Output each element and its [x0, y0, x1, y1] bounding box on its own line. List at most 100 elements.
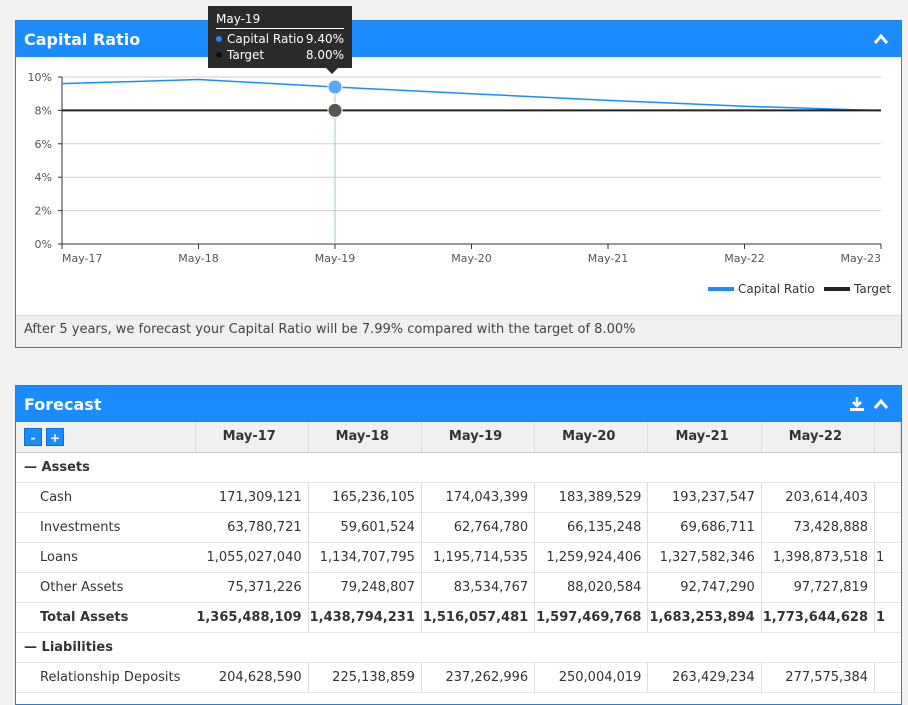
- table-row: Cash 171,309,121 165,236,105 174,043,399…: [16, 482, 901, 513]
- column-header: May-19: [421, 422, 536, 453]
- table-cell-overflow: [874, 572, 901, 603]
- x-tick-label: May-21: [588, 252, 629, 265]
- capital-ratio-chart: 0% 2% 4% 6% 8% 10% May-17 May-18 May-19 May-20 May…: [16, 57, 901, 315]
- y-tick-label: 6%: [35, 138, 52, 151]
- tooltip-series-value: 9.40%: [305, 32, 344, 46]
- legend-label: Capital Ratio: [738, 282, 815, 296]
- capital-ratio-panel: Capital Ratio 0% 2% 4% 6% 8% 10% May-17 May-18 M…: [15, 20, 902, 348]
- table-row: Other Assets 75,371,226 79,248,807 83,53…: [16, 572, 901, 603]
- table-cell: 174,043,399: [421, 482, 536, 513]
- column-header: May-22: [761, 422, 876, 453]
- forecast-table: - + May-17 May-18 May-19 May-20 May-21 Ma…: [16, 422, 901, 693]
- table-cell: 183,389,529: [534, 482, 649, 513]
- row-label: Relationship Deposits: [16, 662, 196, 693]
- table-cell: 66,135,248: [534, 512, 649, 543]
- x-tick-label: May-17: [62, 252, 103, 265]
- highlight-point-target: [327, 102, 343, 118]
- forecast-panel: Forecast - + May-17 May-18 May-19 May-20 …: [15, 385, 902, 705]
- section-toggle[interactable]: — Liabilities: [16, 632, 901, 663]
- table-cell: 88,020,584: [534, 572, 649, 603]
- table-row-total: Total Assets 1,365,488,109 1,438,794,231…: [16, 602, 901, 633]
- table-cell: 225,138,859: [308, 662, 422, 693]
- forecast-title: Forecast: [24, 394, 102, 414]
- column-header: May-18: [308, 422, 422, 453]
- table-cell: 1,516,057,481: [421, 602, 536, 633]
- collapse-minus-icon[interactable]: —: [24, 459, 37, 475]
- table-cell: 1,683,253,894: [647, 602, 762, 633]
- row-label: Other Assets: [16, 572, 196, 603]
- table-cell: 1,597,469,768: [534, 602, 649, 633]
- table-cell: 1,773,644,628: [761, 602, 876, 633]
- series-line-capital-ratio: [61, 78, 882, 112]
- expand-all-button[interactable]: +: [46, 427, 64, 446]
- column-header: May-17: [195, 422, 309, 453]
- table-cell: 171,309,121: [195, 482, 309, 513]
- section-row-liabilities[interactable]: — Liabilities: [16, 632, 901, 663]
- table-cell: 75,371,226: [195, 572, 309, 603]
- table-cell: 1,195,714,535: [421, 542, 536, 573]
- row-label: Investments: [16, 512, 196, 543]
- table-cell: 277,575,384: [761, 662, 876, 693]
- chart-svg: 0% 2% 4% 6% 8% 10% May-17 May-18 May-19 May-20 May…: [28, 71, 892, 296]
- table-cell: 250,004,019: [534, 662, 649, 693]
- x-tick-label: May-19: [315, 252, 356, 265]
- table-cell: 1,134,707,795: [308, 542, 422, 573]
- capital-ratio-title: Capital Ratio: [24, 29, 141, 49]
- collapse-chevron-up-icon[interactable]: [869, 392, 893, 416]
- download-icon[interactable]: [845, 392, 869, 416]
- tooltip-dot-icon: [216, 36, 222, 42]
- collapse-all-button[interactable]: -: [24, 427, 42, 446]
- forecast-summary-note: After 5 years, we forecast your Capital …: [16, 315, 901, 347]
- table-row: Loans 1,055,027,040 1,134,707,795 1,195,…: [16, 542, 901, 573]
- table-cell: 204,628,590: [195, 662, 309, 693]
- tooltip-series-name: Capital Ratio: [227, 32, 304, 46]
- section-label: Liabilities: [41, 639, 113, 655]
- y-tick-label: 2%: [35, 205, 52, 218]
- table-cell: 193,237,547: [647, 482, 762, 513]
- table-cell: 69,686,711: [647, 512, 762, 543]
- table-cell: 63,780,721: [195, 512, 309, 543]
- row-label: Total Assets: [16, 602, 196, 633]
- table-cell: 165,236,105: [308, 482, 422, 513]
- forecast-header: Forecast: [16, 386, 901, 422]
- table-cell: 73,428,888: [761, 512, 876, 543]
- table-cell: 79,248,807: [308, 572, 422, 603]
- table-cell: 263,429,234: [647, 662, 762, 693]
- table-cell: 1,365,488,109: [195, 602, 309, 633]
- table-cell: 1,259,924,406: [534, 542, 649, 573]
- table-cell: 1,055,027,040: [195, 542, 309, 573]
- table-cell: 237,262,996: [421, 662, 536, 693]
- table-cell-overflow: 1: [874, 542, 901, 573]
- column-header: May-20: [534, 422, 649, 453]
- tooltip-series-value: 8.00%: [305, 48, 344, 62]
- section-label: Assets: [41, 459, 90, 475]
- table-row: Investments 63,780,721 59,601,524 62,764…: [16, 512, 901, 543]
- capital-ratio-header: Capital Ratio: [16, 21, 901, 57]
- tooltip-dot-icon: [216, 52, 222, 58]
- tooltip-series-name: Target: [227, 48, 265, 62]
- collapse-chevron-up-icon[interactable]: [869, 27, 893, 51]
- collapse-minus-icon[interactable]: —: [24, 639, 37, 655]
- table-cell: 92,747,290: [647, 572, 762, 603]
- highlight-point-capital-ratio: [327, 79, 343, 95]
- x-tick-label: May-22: [724, 252, 765, 265]
- row-label: Loans: [16, 542, 196, 573]
- table-cell: 203,614,403: [761, 482, 876, 513]
- forecast-table-body: — Assets Cash 171,309,121 165,236,105 17…: [16, 452, 901, 693]
- table-cell-overflow: 1: [874, 602, 901, 633]
- tooltip-title: May-19: [216, 12, 344, 29]
- chart-tooltip: May-19 Capital Ratio 9.40% Target 8.00%: [208, 6, 352, 74]
- table-cell: 59,601,524: [308, 512, 422, 543]
- section-toggle[interactable]: — Assets: [16, 452, 901, 483]
- tooltip-row-capital-ratio: Capital Ratio 9.40%: [216, 31, 344, 47]
- legend-label: Target: [853, 282, 891, 296]
- table-cell-overflow: [874, 482, 901, 513]
- x-tick-label: May-23: [840, 252, 881, 265]
- section-row-assets[interactable]: — Assets: [16, 452, 901, 483]
- table-cell-overflow: [874, 512, 901, 543]
- table-cell: 1,438,794,231: [308, 602, 422, 633]
- forecast-header-row: - + May-17 May-18 May-19 May-20 May-21 Ma…: [16, 422, 901, 453]
- x-tick-label: May-20: [451, 252, 492, 265]
- table-cell: 1,327,582,346: [647, 542, 762, 573]
- table-cell: 97,727,819: [761, 572, 876, 603]
